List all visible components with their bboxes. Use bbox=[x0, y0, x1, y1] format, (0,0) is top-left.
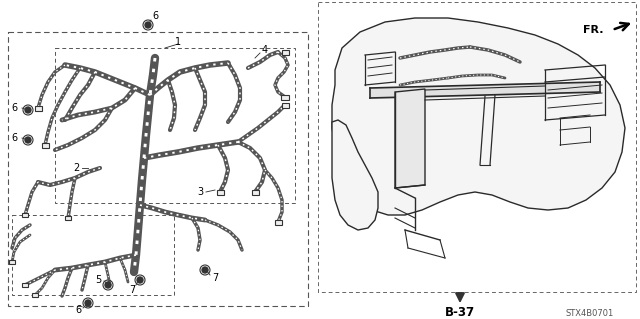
Bar bbox=[8, 32, 308, 306]
Polygon shape bbox=[332, 18, 625, 215]
Bar bbox=[318, 2, 636, 292]
Circle shape bbox=[202, 267, 208, 273]
Text: B-37: B-37 bbox=[445, 307, 475, 319]
Text: 2: 2 bbox=[73, 163, 79, 173]
Circle shape bbox=[25, 107, 31, 113]
Text: 1: 1 bbox=[175, 37, 181, 47]
Text: 4: 4 bbox=[262, 45, 268, 55]
Bar bbox=[216, 189, 223, 195]
Bar bbox=[12, 215, 174, 295]
Bar bbox=[35, 106, 42, 110]
Bar bbox=[252, 189, 259, 195]
Bar bbox=[42, 143, 49, 147]
Text: FR.: FR. bbox=[584, 25, 604, 35]
Bar bbox=[55, 48, 295, 203]
Circle shape bbox=[25, 137, 31, 143]
Bar bbox=[32, 293, 38, 297]
Text: 6: 6 bbox=[12, 133, 18, 143]
Bar bbox=[282, 49, 289, 55]
Bar bbox=[281, 94, 289, 100]
Bar bbox=[22, 213, 28, 217]
Bar bbox=[282, 102, 289, 108]
Text: 7: 7 bbox=[129, 285, 135, 295]
Bar bbox=[275, 219, 282, 225]
Text: STX4B0701: STX4B0701 bbox=[566, 308, 614, 317]
Polygon shape bbox=[332, 120, 378, 230]
Polygon shape bbox=[395, 89, 425, 188]
Text: 6: 6 bbox=[12, 103, 18, 113]
Text: 3: 3 bbox=[197, 187, 203, 197]
Bar bbox=[9, 260, 15, 264]
Text: 6: 6 bbox=[75, 305, 81, 315]
Bar bbox=[65, 216, 71, 220]
Text: 7: 7 bbox=[212, 273, 218, 283]
Circle shape bbox=[85, 300, 91, 306]
Text: 5: 5 bbox=[95, 275, 101, 285]
Circle shape bbox=[145, 22, 151, 28]
Circle shape bbox=[105, 282, 111, 288]
Bar bbox=[22, 283, 28, 287]
Text: 6: 6 bbox=[152, 11, 158, 21]
Circle shape bbox=[137, 277, 143, 283]
